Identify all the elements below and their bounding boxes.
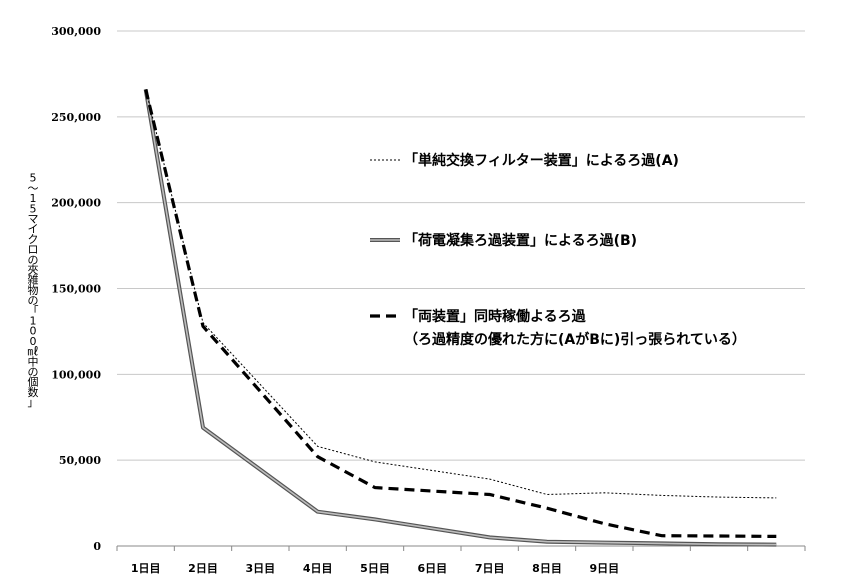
legend-label-3: 「両装置」同時稼働よるろ過 xyxy=(404,308,587,325)
y-tick-label: 250,000 xyxy=(51,111,101,124)
legend-label-2: 「荷電凝集ろ過装置」によるろ過(B) xyxy=(404,232,637,249)
y-axis-label-char: の xyxy=(28,294,39,307)
x-tick-label: 9日目 xyxy=(590,562,620,575)
series-lines xyxy=(143,89,777,547)
x-tick-label: 3日目 xyxy=(246,562,276,575)
y-axis-label-char: 個 xyxy=(28,376,39,389)
y-axis-label-char: 夾 xyxy=(28,264,39,277)
y-axis-label-char: 0 xyxy=(30,325,37,338)
y-axis-label-char: の xyxy=(28,366,39,379)
y-axis-label-char: ロ xyxy=(28,243,39,256)
x-tick-label: 8日目 xyxy=(532,562,562,575)
series-line-2 xyxy=(144,89,777,546)
legend-label-1: 「単純交換フィルター装置」によるろ過(A) xyxy=(404,152,679,169)
y-tick-label: 200,000 xyxy=(51,197,101,210)
y-axis-label-char: 「 xyxy=(28,304,39,317)
series-line-3 xyxy=(144,89,777,538)
grid xyxy=(117,30,805,547)
y-axis-label-char: ク xyxy=(28,233,39,246)
y-tick-label: 150,000 xyxy=(51,283,101,296)
x-tick-label: 1日目 xyxy=(131,562,161,575)
y-axis-label-char: 5 xyxy=(30,202,37,215)
y-tick-label: 300,000 xyxy=(51,25,101,38)
x-tick-label: 6日目 xyxy=(418,562,448,575)
y-axis-label-char: 」 xyxy=(28,396,39,409)
series-line-1 xyxy=(145,89,777,499)
y-axis-label-char: 1 xyxy=(30,315,37,328)
y-axis-label-char: 1 xyxy=(30,192,37,205)
y-axis-label-char: 0 xyxy=(30,335,37,348)
y-axis-ticks: 0 50,000 100,000 150,000 200,000 250,000 300,0… xyxy=(51,25,101,553)
y-axis-label-char: 雑 xyxy=(28,273,39,287)
x-tick-label: 4日目 xyxy=(303,562,333,575)
legend: 「単純交換フィルター装置」によるろ過(A) 「荷電凝集ろ過装置」によるろ過(B) 「… xyxy=(370,152,746,348)
x-tick-label: 7日目 xyxy=(475,562,505,575)
legend-label-3-line2: （ろ過精度の優れた方に(AがBに)引っ張られている） xyxy=(404,331,746,348)
y-axis-label-char: イ xyxy=(28,223,39,236)
y-axis-label-char: 物 xyxy=(28,283,39,297)
x-tick-label: 2日目 xyxy=(188,562,218,575)
y-axis-label-char: 数 xyxy=(28,386,39,399)
x-axis xyxy=(116,545,806,551)
y-axis-label-char: ～ xyxy=(28,182,39,195)
y-axis-label-char: ㎖ xyxy=(28,345,39,358)
y-tick-label: 100,000 xyxy=(51,368,101,381)
x-axis-ticks: 1日目 2日目 3日目 4日目 5日目 6日目 7日目 8日目 9日目 xyxy=(131,562,619,575)
y-tick-label: 0 xyxy=(93,540,101,553)
y-axis-label-char: 中 xyxy=(28,355,39,368)
y-axis-label-char: マ xyxy=(28,213,39,226)
x-tick-label: 5日目 xyxy=(360,562,390,575)
y-tick-label: 50,000 xyxy=(59,454,101,467)
y-axis-label-char: 5 xyxy=(30,172,37,185)
y-axis-label-char: の xyxy=(28,253,39,266)
